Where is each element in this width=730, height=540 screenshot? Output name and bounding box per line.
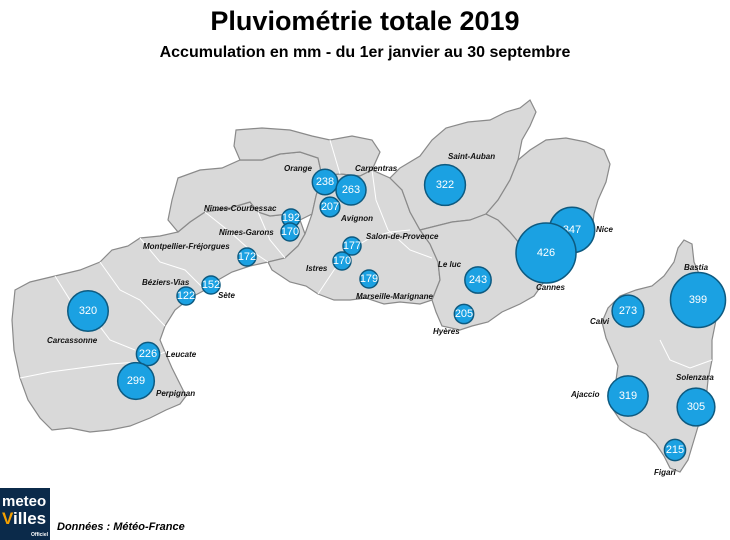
region-occitanie	[11, 201, 306, 433]
label-nimes-garons: Nîmes-Garons	[219, 228, 274, 237]
value-orange: 238	[316, 176, 334, 188]
logo-line-3: Officiel	[31, 532, 48, 538]
label-solenzara: Solenzara	[676, 373, 714, 382]
value-bastia: 399	[689, 294, 707, 306]
station-labels: Carcassonne Leucate Perpignan Béziers-Vias S…	[47, 152, 714, 477]
label-figari: Figari	[654, 468, 677, 477]
label-beziers-vias: Béziers-Vias	[142, 278, 190, 287]
value-nimes-courbessac: 192	[282, 212, 300, 224]
value-hyeres: 205	[455, 308, 473, 320]
value-ajaccio: 319	[619, 390, 637, 402]
value-nimes-garons: 170	[281, 226, 299, 238]
value-cannes: 426	[537, 247, 555, 259]
value-perpignan: 299	[127, 375, 145, 387]
value-le-luc: 243	[469, 274, 487, 286]
label-cannes: Cannes	[536, 283, 565, 292]
bubble-ajaccio	[607, 375, 649, 417]
value-salon-de-provence: 177	[343, 240, 361, 252]
value-avignon: 207	[321, 201, 339, 213]
map-subtitle: Accumulation en mm - du 1er janvier au 3…	[159, 44, 571, 61]
value-istres: 170	[333, 255, 351, 267]
label-marseille-marignane: Marseille-Marignane	[356, 292, 433, 301]
bubble-le-luc	[464, 266, 492, 294]
map-title: Pluviométrie totale 2019	[210, 6, 520, 36]
value-figari: 215	[666, 444, 684, 456]
label-le-luc: Le luc	[438, 260, 462, 269]
bubble-salon-de-provence	[342, 236, 362, 256]
bubble-istres	[332, 251, 352, 271]
bubble-beziers-vias	[176, 286, 196, 306]
label-carpentras: Carpentras	[355, 164, 398, 173]
label-leucate: Leucate	[166, 350, 197, 359]
label-hyeres: Hyères	[433, 327, 460, 336]
label-saint-auban: Saint-Auban	[448, 152, 495, 161]
logo-line-2: Villes	[2, 510, 46, 527]
bubble-perpignan	[116, 361, 156, 401]
label-istres: Istres	[306, 264, 328, 273]
bubble-figari	[663, 438, 687, 462]
logo-line-1: meteo	[2, 493, 47, 510]
value-calvi: 273	[619, 305, 637, 317]
label-montpellier-frejorgues: Montpellier-Fréjorgues	[143, 242, 230, 251]
bubble-avignon	[319, 196, 341, 218]
value-leucate: 226	[139, 348, 157, 360]
label-ajaccio: Ajaccio	[570, 390, 600, 399]
label-orange: Orange	[284, 164, 313, 173]
bubble-calvi	[611, 294, 645, 328]
bubble-montpellier-frejorgues	[237, 247, 257, 267]
bubble-sete	[201, 275, 221, 295]
bubble-nimes-garons	[280, 222, 300, 242]
label-calvi: Calvi	[590, 317, 610, 326]
label-sete: Sète	[218, 291, 235, 300]
label-perpignan: Perpignan	[156, 389, 195, 398]
data-credit: Données : Météo-France	[57, 521, 185, 533]
bubble-saint-auban	[423, 163, 467, 207]
label-avignon: Avignon	[340, 214, 373, 223]
label-carcassonne: Carcassonne	[47, 336, 98, 345]
value-carcassonne: 320	[79, 305, 97, 317]
bubble-carcassonne	[67, 290, 109, 332]
label-nimes-courbessac: Nîmes-Courbessac	[204, 204, 277, 213]
logo-illes: illes	[13, 509, 47, 528]
meteovilles-logo: meteo Villes Officiel	[0, 488, 50, 540]
bubble-hyeres	[453, 303, 475, 325]
value-marseille-marignane: 179	[360, 273, 378, 285]
logo-v: V	[2, 509, 14, 528]
label-nice: Nice	[596, 225, 613, 234]
value-solenzara: 305	[687, 401, 705, 413]
bubble-cannes	[515, 222, 577, 284]
value-montpellier-frejorgues: 172	[238, 251, 256, 263]
value-sete: 152	[202, 279, 220, 291]
label-bastia: Bastia	[684, 263, 709, 272]
label-salon-de-provence: Salon-de-Provence	[366, 232, 439, 241]
bubble-bastia	[669, 271, 727, 329]
bubble-solenzara	[676, 387, 716, 427]
bubble-leucate	[135, 341, 161, 367]
bubble-marseille-marignane	[359, 269, 379, 289]
bubble-carpentras	[335, 174, 367, 206]
value-beziers-vias: 122	[177, 290, 195, 302]
value-saint-auban: 322	[436, 179, 454, 191]
value-carpentras: 263	[342, 184, 360, 196]
